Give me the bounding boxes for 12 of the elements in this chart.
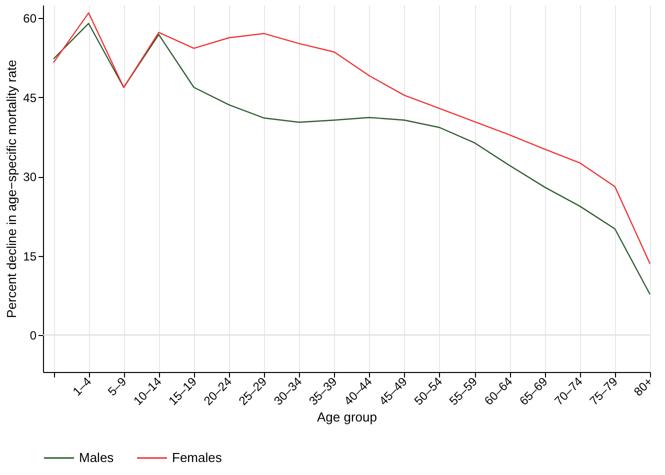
y-tick-label: 45 [23,90,37,105]
x-tick-label: 1–4 [70,374,94,399]
y-tick-label: 15 [23,249,37,264]
x-axis-title: Age group [317,409,377,424]
y-tick-label: 60 [23,12,37,26]
x-tick-label: 80+ [631,374,656,399]
y-axis-title: Percent decline in age−specific mortality rate [4,60,20,318]
x-tick-label: 5–9 [105,374,130,399]
y-tick-label: 0 [30,328,37,343]
legend-label: Males [79,450,114,465]
legend-label: Females [172,450,222,465]
y-tick-label: 30 [23,170,37,184]
